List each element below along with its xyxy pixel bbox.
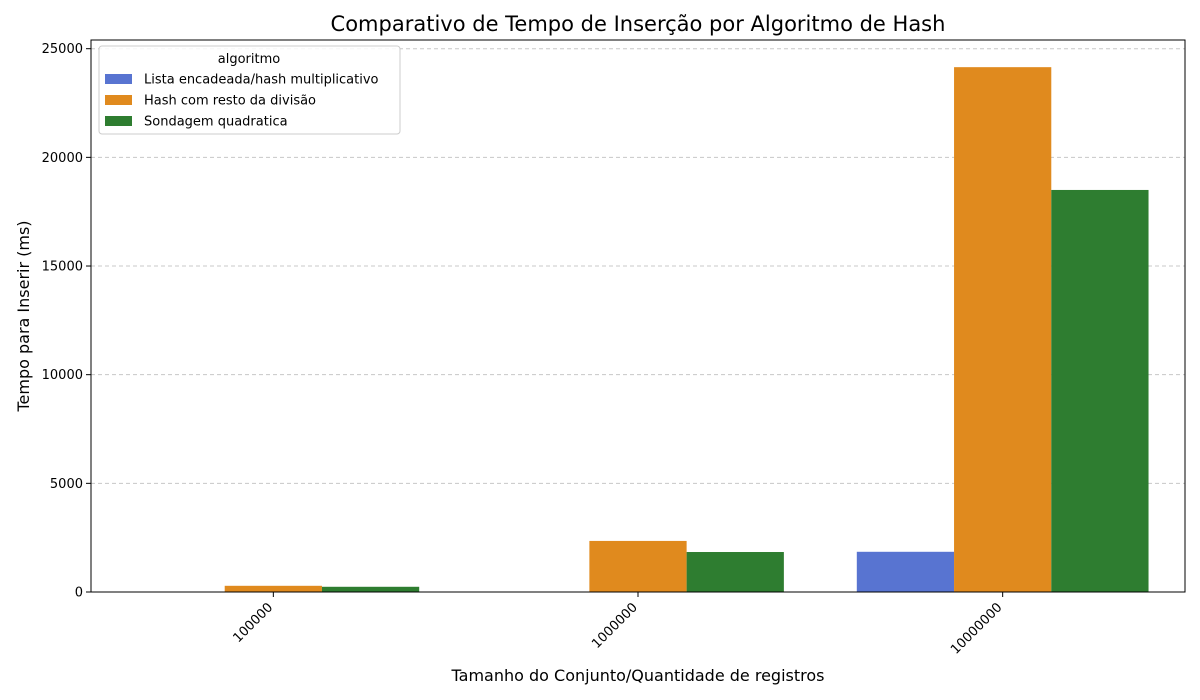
- bar: [321, 586, 420, 592]
- legend-swatch: [105, 74, 132, 84]
- y-tick-label: 0: [75, 586, 83, 601]
- legend-label: Lista encadeada/hash multiplicativo: [144, 73, 379, 88]
- y-tick-label: 20000: [42, 151, 83, 166]
- x-tick-label: 1000000: [589, 600, 641, 652]
- chart-title: Comparativo de Tempo de Inserção por Alg…: [331, 12, 946, 36]
- y-tick-label: 5000: [50, 477, 83, 492]
- legend-label: Hash com resto da divisão: [144, 94, 316, 109]
- legend-box: [98, 45, 401, 135]
- bar: [686, 552, 784, 592]
- y-tick-label: 15000: [42, 260, 83, 275]
- bar: [224, 585, 322, 592]
- y-axis-label: Tempo para Inserir (ms): [14, 220, 33, 412]
- legend: algoritmo Lista encadeada/hash multiplic…: [98, 45, 401, 135]
- legend-swatch: [105, 95, 132, 105]
- legend-swatch: [105, 116, 132, 126]
- bar: [954, 67, 1052, 593]
- y-axis-ticks: 0 5000 10000 15000 20000 25000: [42, 42, 91, 601]
- y-tick-label: 10000: [42, 368, 83, 383]
- legend-label: Sondagem quadratica: [144, 115, 288, 130]
- bar: [1051, 189, 1149, 592]
- x-tick-label: 10000000: [948, 600, 1005, 657]
- bar: [589, 540, 687, 592]
- x-axis-ticks: 100000 1000000 10000000: [230, 592, 1005, 658]
- legend-title: algoritmo: [218, 52, 281, 67]
- x-tick-label: 100000: [230, 600, 276, 646]
- y-tick-label: 25000: [42, 42, 83, 57]
- bars: [127, 67, 1149, 593]
- bar: [856, 551, 955, 592]
- x-axis-label: Tamanho do Conjunto/Quantidade de regist…: [451, 666, 825, 685]
